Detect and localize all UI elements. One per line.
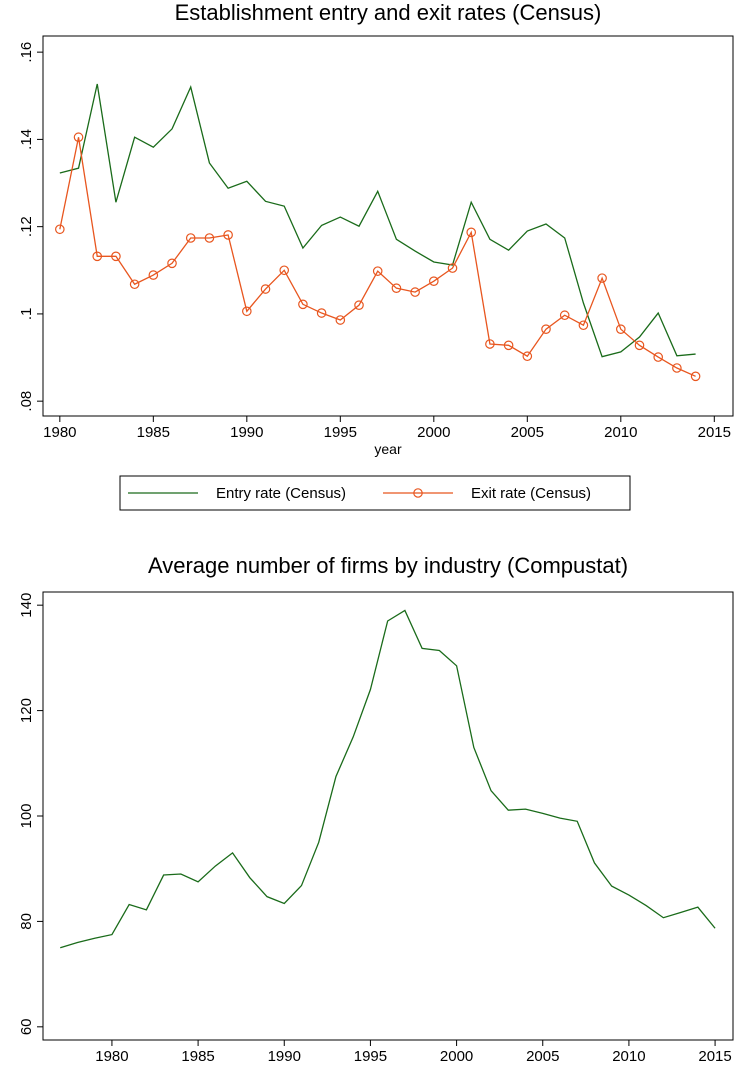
point	[279, 265, 290, 276]
point	[559, 310, 570, 321]
chart-title: Establishment entry and exit rates (Cens…	[175, 0, 602, 25]
y-tick-label: 80	[18, 913, 35, 930]
y-tick-label: 60	[18, 1018, 35, 1035]
point	[634, 340, 645, 351]
y-tick-label: .16	[18, 42, 35, 63]
point	[167, 258, 177, 269]
point	[485, 339, 495, 349]
legend-marker	[413, 488, 423, 498]
x-tick-label: 1995	[324, 424, 357, 441]
point	[597, 273, 607, 283]
point	[391, 283, 402, 293]
point	[372, 266, 383, 276]
point	[503, 340, 514, 351]
y-tick-label: 120	[18, 698, 35, 723]
x-tick-label: 1990	[230, 424, 263, 441]
point	[522, 351, 533, 362]
y-tick-label: 140	[18, 593, 35, 618]
legend-label: Exit rate (Census)	[471, 485, 591, 502]
point	[111, 251, 121, 262]
y-tick-label: .12	[18, 216, 35, 237]
x-tick-label: 1985	[137, 424, 170, 441]
x-tick-label: 1985	[181, 1048, 214, 1063]
point	[578, 320, 589, 331]
point	[429, 276, 439, 286]
x-tick-label: 2010	[612, 1048, 645, 1063]
x-tick-label: 2000	[440, 1048, 473, 1063]
point	[129, 279, 140, 290]
x-tick-label: 1980	[95, 1048, 128, 1063]
y-tick-label: .08	[18, 391, 35, 412]
point	[653, 352, 664, 362]
series-line	[60, 609, 716, 949]
series-line	[59, 137, 696, 377]
x-axis-label: year	[374, 441, 402, 457]
point	[616, 324, 626, 334]
point	[260, 284, 271, 294]
point	[242, 306, 252, 317]
point	[204, 233, 215, 243]
point	[92, 251, 103, 262]
y-tick-label: .14	[18, 129, 35, 150]
point	[148, 270, 159, 280]
y-tick-label: .1	[18, 308, 35, 321]
point	[466, 227, 477, 238]
x-tick-label: 2015	[698, 1048, 731, 1063]
chart-title: Average number of firms by industry (Com…	[148, 553, 628, 578]
series-line	[59, 83, 696, 358]
point	[223, 230, 233, 240]
point	[335, 315, 346, 325]
y-tick-label: 100	[18, 803, 35, 828]
point	[185, 233, 196, 243]
x-tick-label: 2015	[698, 424, 731, 441]
x-tick-label: 2000	[417, 424, 450, 441]
x-tick-label: 2010	[604, 424, 637, 441]
point	[354, 300, 364, 310]
x-tick-label: 2005	[511, 424, 544, 441]
x-tick-label: 2005	[526, 1048, 559, 1063]
plot-frame	[42, 35, 734, 417]
point	[410, 287, 420, 297]
point	[690, 371, 701, 382]
legend-label: Entry rate (Census)	[216, 485, 346, 502]
point	[316, 308, 327, 318]
legend-box	[119, 475, 631, 511]
point	[298, 299, 308, 310]
x-tick-label: 1995	[354, 1048, 387, 1063]
point	[541, 324, 551, 334]
point	[73, 132, 84, 143]
point	[55, 224, 65, 235]
plot-frame	[42, 591, 734, 1041]
x-tick-label: 1990	[268, 1048, 301, 1063]
point	[447, 263, 458, 273]
x-tick-label: 1980	[43, 424, 76, 441]
point	[672, 363, 682, 373]
